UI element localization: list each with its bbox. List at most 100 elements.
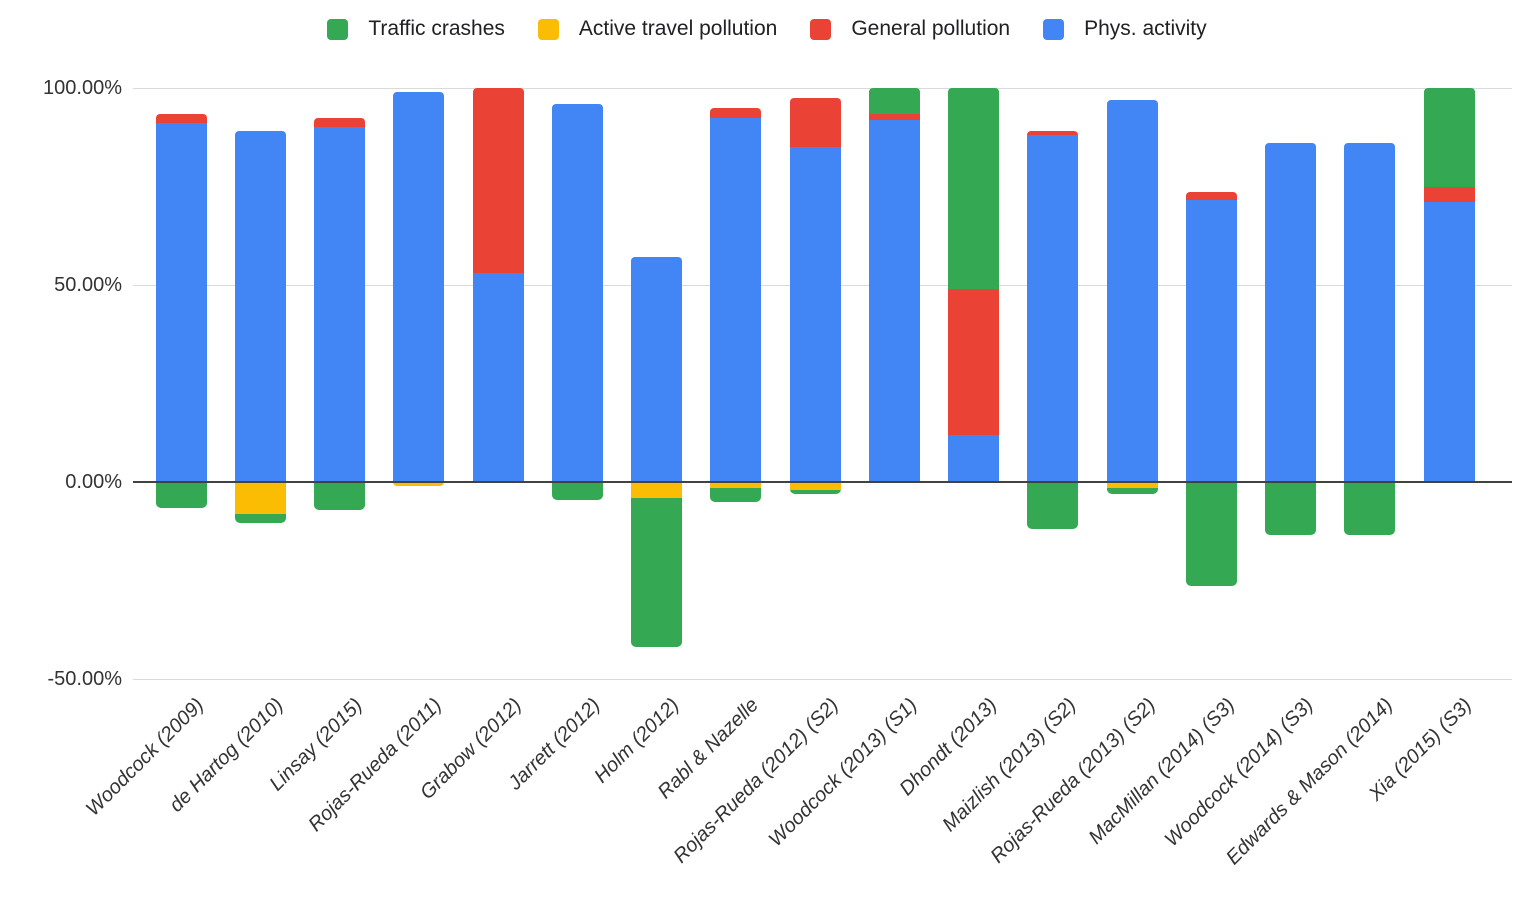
bar-segment-phys-activity[interactable] [314, 127, 365, 482]
legend-item-general-pollution[interactable]: General pollution [810, 17, 1010, 41]
bar-segment-phys-activity[interactable] [234, 131, 286, 482]
bar-segment-traffic-crashes[interactable] [234, 513, 286, 524]
bar-de-hartog-2010-negative [234, 482, 286, 524]
y-tick-label-100: 100.00% [43, 77, 122, 99]
bar-segment-phys-activity[interactable] [1423, 202, 1475, 482]
bar-macmillan-2014-s3-positive [1185, 192, 1237, 482]
bar-segment-phys-activity[interactable] [868, 119, 920, 482]
legend-label-phys-activity: Phys. activity [1084, 17, 1207, 40]
y-tick-label-0: 0.00% [65, 471, 122, 493]
bar-segment-traffic-crashes[interactable] [710, 487, 762, 502]
bar-segment-active-travel-pollution[interactable] [393, 482, 445, 486]
bar-segment-active-travel-pollution[interactable] [1106, 482, 1158, 488]
x-tick-label-rojas-rueda-2013-s2: Rojas-Rueda (2013) (S2) [986, 694, 1160, 868]
y-tick-label--50: -50.00% [47, 668, 123, 690]
bar-segment-phys-activity[interactable] [1106, 99, 1158, 482]
bar-de-hartog-2010-positive [234, 131, 286, 482]
x-tick-label-woodcock-2014-s3: Woodcock (2014) (S3) [1161, 694, 1319, 852]
bar-holm-2012-negative [631, 482, 682, 648]
bar-woodcock-2013-s1-positive [868, 88, 920, 482]
bar-segment-general-pollution[interactable] [868, 113, 920, 120]
bar-segment-general-pollution[interactable] [1027, 131, 1079, 136]
bar-jarrett-2012-positive [551, 103, 603, 482]
legend-swatch-phys-activity [1043, 18, 1065, 40]
bar-linsay-2015-positive [314, 117, 365, 482]
bar-macmillan-2014-s3-negative [1185, 482, 1237, 587]
bar-holm-2012-positive [631, 257, 682, 482]
bar-woodcock-2009-positive [155, 113, 207, 482]
legend-swatch-active-travel-pollution [537, 18, 559, 40]
bar-segment-traffic-crashes[interactable] [1423, 88, 1475, 187]
legend-item-phys-activity[interactable]: Phys. activity [1043, 17, 1207, 41]
bar-edwards-mason-2014-negative [1344, 482, 1396, 536]
bar-woodcock-2014-s3-positive [1265, 143, 1316, 482]
bar-segment-phys-activity[interactable] [155, 123, 207, 482]
bar-segment-general-pollution[interactable] [1185, 192, 1237, 201]
bar-segment-traffic-crashes[interactable] [1185, 482, 1237, 587]
bar-segment-active-travel-pollution[interactable] [234, 482, 286, 514]
bar-segment-general-pollution[interactable] [314, 117, 365, 128]
bar-segment-phys-activity[interactable] [1185, 200, 1237, 482]
bar-dhondt-2013-positive [948, 88, 999, 482]
x-tick-label-woodcock-2013-s1: Woodcock (2013) (S1) [764, 694, 922, 852]
bar-segment-active-travel-pollution[interactable] [631, 482, 682, 498]
bar-rojas-rueda-2013-s2-negative [1106, 482, 1158, 494]
bar-segment-general-pollution[interactable] [948, 288, 999, 435]
bar-segment-phys-activity[interactable] [472, 273, 524, 482]
bar-segment-general-pollution[interactable] [789, 97, 841, 148]
bar-segment-active-travel-pollution[interactable] [789, 482, 841, 490]
legend-item-active-travel-pollution[interactable]: Active travel pollution [537, 17, 778, 41]
zero-axis-line [133, 481, 1512, 483]
bar-segment-phys-activity[interactable] [1344, 143, 1396, 482]
x-tick-label-maizlish-2013-s2: Maizlish (2013) (S2) [938, 694, 1081, 837]
x-tick-label-macmillan-2014-s3: MacMillan (2014) (S3) [1084, 694, 1239, 849]
bar-grabow-2012-positive [472, 88, 524, 482]
legend-item-traffic-crashes[interactable]: Traffic crashes [327, 17, 505, 41]
bar-rojas-rueda-2012-s2-negative [789, 482, 841, 494]
bar-rojas-rueda-2012-s2-positive [789, 97, 841, 482]
bar-segment-phys-activity[interactable] [1027, 135, 1079, 482]
bar-linsay-2015-negative [314, 482, 365, 510]
legend: Traffic crashes Active travel pollution Ge… [0, 13, 1534, 45]
bar-jarrett-2012-negative [551, 482, 603, 500]
bar-segment-traffic-crashes[interactable] [1344, 482, 1396, 536]
bar-rabl-nazelle-negative [710, 482, 762, 502]
bar-rojas-rueda-2013-s2-positive [1106, 99, 1158, 482]
bar-segment-phys-activity[interactable] [710, 117, 762, 482]
bar-segment-general-pollution[interactable] [1423, 186, 1475, 203]
bar-rojas-rueda-2011-positive [393, 91, 445, 482]
bar-woodcock-2014-s3-negative [1265, 482, 1316, 536]
bar-segment-general-pollution[interactable] [155, 113, 207, 124]
bar-rabl-nazelle-positive [710, 107, 762, 482]
bar-segment-phys-activity[interactable] [1265, 143, 1316, 482]
bar-xia-2015-s3-positive [1423, 88, 1475, 482]
bar-segment-phys-activity[interactable] [393, 91, 445, 482]
bar-segment-traffic-crashes[interactable] [789, 489, 841, 494]
bar-maizlish-2013-s2-positive [1027, 131, 1079, 482]
bar-segment-traffic-crashes[interactable] [1027, 482, 1079, 530]
bar-segment-traffic-crashes[interactable] [551, 482, 603, 500]
legend-label-general-pollution: General pollution [851, 17, 1011, 40]
bar-segment-active-travel-pollution[interactable] [710, 482, 762, 488]
bar-segment-phys-activity[interactable] [948, 434, 999, 482]
bar-segment-traffic-crashes[interactable] [948, 88, 999, 289]
x-tick-label-rojas-rueda-2011: Rojas-Rueda (2011) [304, 694, 447, 836]
bar-maizlish-2013-s2-negative [1027, 482, 1079, 530]
bar-segment-traffic-crashes[interactable] [1106, 487, 1158, 494]
bar-segment-traffic-crashes[interactable] [631, 497, 682, 648]
bar-segment-traffic-crashes[interactable] [1265, 482, 1316, 536]
bar-segment-traffic-crashes[interactable] [868, 88, 920, 114]
bar-segment-phys-activity[interactable] [551, 103, 603, 482]
bar-segment-general-pollution[interactable] [710, 107, 762, 118]
gridline--50 [133, 679, 1512, 680]
bar-segment-traffic-crashes[interactable] [155, 482, 207, 508]
bar-segment-phys-activity[interactable] [631, 257, 682, 482]
legend-label-active-travel-pollution: Active travel pollution [578, 17, 778, 40]
bar-segment-general-pollution[interactable] [472, 88, 524, 274]
gridline-100 [133, 88, 1512, 89]
y-tick-label-50: 50.00% [54, 274, 122, 296]
bar-segment-phys-activity[interactable] [789, 147, 841, 482]
bar-segment-traffic-crashes[interactable] [314, 482, 365, 510]
